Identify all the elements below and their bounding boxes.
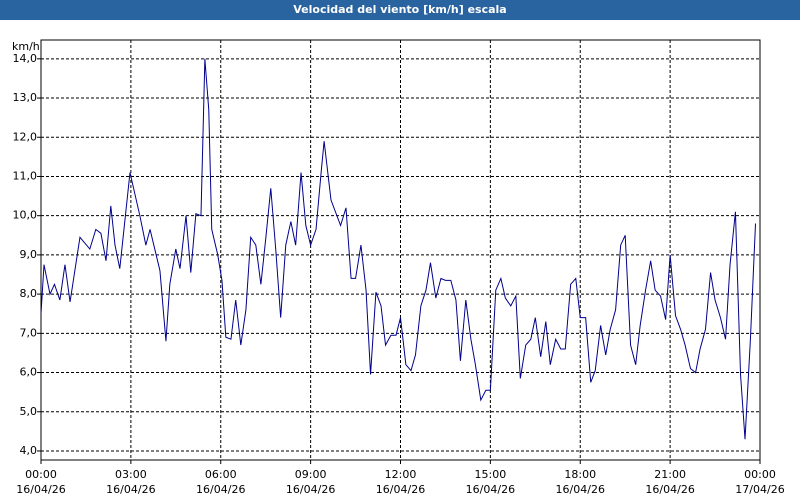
- y-tick-label: 10,0: [13, 209, 38, 222]
- x-tick-date: 16/04/26: [466, 483, 515, 496]
- x-tick-date: 16/04/26: [106, 483, 155, 496]
- series-line: [40, 58, 757, 440]
- y-tick-label: 14,0: [13, 52, 38, 65]
- y-tick-label: 6,0: [20, 366, 38, 379]
- y-tick-label: 5,0: [20, 405, 38, 418]
- x-tick-label: 18:00: [564, 468, 596, 481]
- x-tick-date: 16/04/26: [196, 483, 245, 496]
- x-tick-label: 03:00: [115, 468, 147, 481]
- x-tick-label: 06:00: [205, 468, 237, 481]
- y-tick-label: 4,0: [20, 444, 38, 457]
- x-tick-label: 09:00: [295, 468, 327, 481]
- x-tick-date: 16/04/26: [556, 483, 605, 496]
- y-tick-label: 13,0: [13, 91, 38, 104]
- x-tick-label: 15:00: [475, 468, 507, 481]
- y-tick-label: 7,0: [20, 326, 38, 339]
- x-tick-label: 00:00: [25, 468, 57, 481]
- x-tick-date: 16/04/26: [645, 483, 694, 496]
- title-bar: [0, 0, 800, 20]
- y-tick-label: 9,0: [20, 248, 38, 261]
- x-tick-date: 16/04/26: [286, 483, 335, 496]
- y-tick-label: 12,0: [13, 130, 38, 143]
- y-unit: km/h: [12, 40, 40, 53]
- x-tick-label: 21:00: [654, 468, 686, 481]
- x-tick-date: 16/04/26: [16, 483, 65, 496]
- y-tick-label: 8,0: [20, 287, 38, 300]
- y-tick-label: 11,0: [13, 169, 38, 182]
- x-tick-date: 16/04/26: [376, 483, 425, 496]
- x-tick-label: 12:00: [385, 468, 417, 481]
- x-tick-date: 17/04/26: [735, 483, 784, 496]
- x-tick-label: 00:00: [744, 468, 776, 481]
- chart-title: Velocidad del viento [km/h] escala: [293, 3, 506, 16]
